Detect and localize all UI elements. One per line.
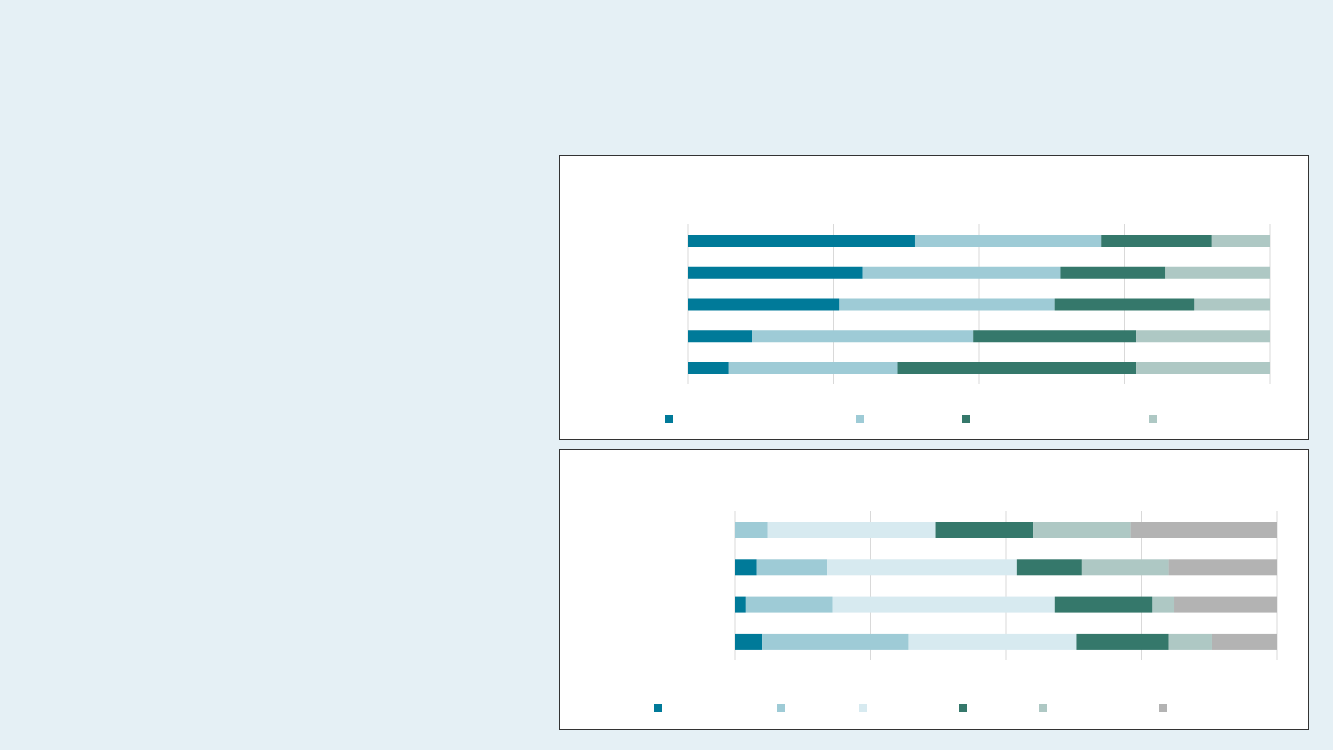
bar-segment xyxy=(1054,596,1153,613)
bar-segment xyxy=(762,633,909,650)
bar-segment xyxy=(862,266,1061,279)
bar-segment xyxy=(908,633,1077,650)
bar-segment xyxy=(688,266,863,279)
bar-segment xyxy=(1211,235,1270,247)
bar-segment xyxy=(1076,633,1169,650)
bar-segment xyxy=(897,362,1137,374)
bar-segment xyxy=(688,330,753,343)
legend-swatch xyxy=(859,704,867,712)
bar-segment xyxy=(1136,330,1270,343)
bar-segment xyxy=(1174,596,1277,613)
legend-swatch xyxy=(654,704,662,712)
bar-segment xyxy=(688,362,729,374)
bar-segment xyxy=(735,559,757,576)
bar-segment xyxy=(973,330,1137,343)
legend-swatch xyxy=(777,704,785,712)
panel xyxy=(559,155,1309,440)
legend-swatch xyxy=(856,415,864,423)
legend-swatch xyxy=(1039,704,1047,712)
bar-segment xyxy=(1016,559,1082,576)
bar-segment xyxy=(688,298,840,311)
bar-segment xyxy=(1054,298,1195,311)
bar-segment xyxy=(827,559,1017,576)
bar-segment xyxy=(735,596,746,613)
legend-swatch xyxy=(665,415,673,423)
bar-segment xyxy=(839,298,1055,311)
bar-segment xyxy=(1168,633,1212,650)
bar-segment xyxy=(1211,633,1277,650)
bar-segment xyxy=(1194,298,1270,311)
bar-segment xyxy=(728,362,898,374)
bar-segment xyxy=(1130,522,1277,538)
bar-segment xyxy=(1060,266,1166,279)
bar-segment xyxy=(752,330,974,343)
bar-segment xyxy=(756,559,828,576)
bar-segment xyxy=(1136,362,1270,374)
bar-segment xyxy=(935,522,1034,538)
legend-swatch xyxy=(962,415,970,423)
bar-segment xyxy=(767,522,936,538)
bar-segment xyxy=(914,235,1102,247)
bar-segment xyxy=(1168,559,1277,576)
bar-segment xyxy=(735,522,768,538)
bar-segment xyxy=(1165,266,1270,279)
bar-segment xyxy=(745,596,833,613)
legend-swatch xyxy=(1149,415,1157,423)
bar-segment xyxy=(832,596,1055,613)
legend-swatch xyxy=(959,704,967,712)
panel xyxy=(559,449,1309,730)
bar-segment xyxy=(1033,522,1131,538)
bar-segment xyxy=(688,235,915,247)
bar-segment xyxy=(1081,559,1169,576)
bar-segment xyxy=(1101,235,1212,247)
legend-swatch xyxy=(1159,704,1167,712)
bar-segment xyxy=(1152,596,1175,613)
bar-segment xyxy=(735,633,763,650)
